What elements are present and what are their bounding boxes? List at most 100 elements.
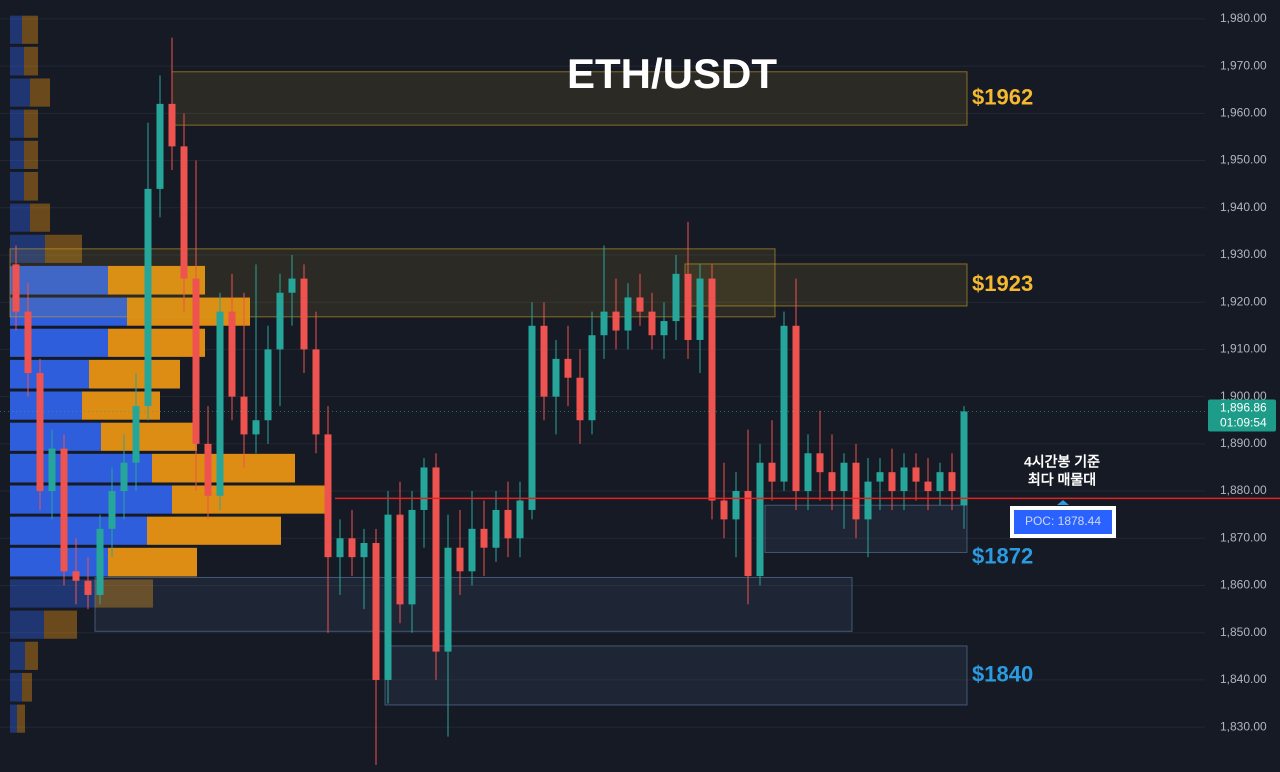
profile-buy [10, 704, 17, 733]
candle-body [432, 467, 440, 652]
candle-body [396, 514, 404, 605]
candle-body [588, 335, 596, 421]
candle-body [840, 462, 848, 492]
candle-body [888, 472, 896, 492]
candle-body [564, 358, 572, 378]
candle-body [828, 472, 836, 492]
candle-body [384, 514, 392, 680]
candle-body [300, 278, 308, 350]
profile-sell [172, 485, 330, 514]
candle-body [660, 321, 668, 336]
candle-body [204, 443, 212, 496]
candle-body [240, 396, 248, 435]
profile-buy [10, 579, 95, 608]
profile-sell [24, 109, 38, 138]
candle-body [936, 472, 944, 492]
candle-body [552, 358, 560, 397]
candle-body [264, 349, 272, 421]
profile-sell [30, 203, 50, 232]
profile-sell [95, 579, 153, 608]
y-tick-label: 1,920.00 [1220, 294, 1267, 308]
candle-body [216, 311, 224, 496]
profile-sell [24, 46, 38, 76]
profile-buy [10, 516, 147, 545]
candle-body [636, 297, 644, 312]
countdown: 01:09:54 [1220, 416, 1267, 430]
candle-body [600, 311, 608, 336]
poc-box [1014, 510, 1112, 534]
y-tick-label: 1,900.00 [1220, 389, 1267, 403]
profile-buy [10, 203, 30, 232]
profile-sell [147, 516, 281, 545]
candles [12, 37, 968, 765]
profile-buy [10, 171, 24, 201]
candle-body [924, 481, 932, 492]
profile-sell [25, 641, 38, 670]
profile-buy [10, 140, 24, 169]
candle-body [756, 462, 764, 577]
candle-body [456, 547, 464, 572]
candle-body [312, 349, 320, 435]
y-tick-label: 1,960.00 [1220, 105, 1267, 119]
profile-buy [10, 109, 24, 138]
candle-body [228, 311, 236, 397]
zone-label: $1923 [972, 271, 1033, 296]
candle-body [48, 448, 56, 492]
profile-buy [10, 78, 30, 107]
zone [9, 248, 776, 318]
candle-body [24, 311, 32, 374]
profile-buy [10, 15, 22, 44]
zone [171, 71, 968, 126]
chart-title: ETH/USDT [567, 50, 777, 97]
profile-buy [10, 547, 108, 577]
candle-body [768, 462, 776, 482]
last-price-label: 1,896.86 [1220, 401, 1267, 415]
candle-body [876, 472, 884, 482]
profile-buy [10, 672, 22, 702]
candle-body [816, 453, 824, 473]
profile-sell [24, 171, 38, 201]
poc-label: POC: 1878.44 [1025, 514, 1101, 528]
profile-buy [10, 391, 82, 420]
candle-body [528, 325, 536, 510]
candle-body [648, 311, 656, 336]
candle-body [156, 103, 164, 189]
y-tick-label: 1,830.00 [1220, 719, 1267, 733]
candle-body [408, 509, 416, 605]
candle-body [36, 373, 44, 492]
profile-buy [10, 46, 24, 76]
price-axis: 1,830.00 1,840.00 1,850.00 1,860.00 1,870.00… [1208, 11, 1276, 733]
candle-body [120, 462, 128, 492]
overlay: POC: 1878.44 [0, 410, 1280, 538]
profile-buy [10, 265, 108, 295]
profile-buy [10, 485, 172, 514]
candle-body [792, 325, 800, 492]
candle-body [948, 472, 956, 492]
candle-body [144, 188, 152, 407]
zone-label: $1840 [972, 661, 1033, 686]
last-price-box [1208, 399, 1276, 432]
candle-body [696, 278, 704, 340]
y-tick-label: 1,840.00 [1220, 672, 1267, 686]
candle-body [132, 406, 140, 463]
candle-body [372, 542, 380, 680]
profile-buy [10, 422, 101, 451]
annotation: 4시간봉 기준 [1024, 454, 1100, 470]
candle-body [780, 325, 788, 482]
candle-body [720, 500, 728, 520]
candle-body [852, 462, 860, 520]
candle-body [732, 491, 740, 520]
candle-body [72, 571, 80, 581]
profile-sell [22, 15, 38, 44]
zones: $1962 $1923 $1872 $1840 [9, 71, 1033, 706]
y-tick-label: 1,940.00 [1220, 200, 1267, 214]
candle-body [864, 481, 872, 520]
candle-body [12, 264, 20, 312]
candle-body [444, 547, 452, 652]
profile-sell [22, 672, 32, 702]
profile-buy [10, 610, 44, 639]
y-tick-label: 1,970.00 [1220, 58, 1267, 72]
